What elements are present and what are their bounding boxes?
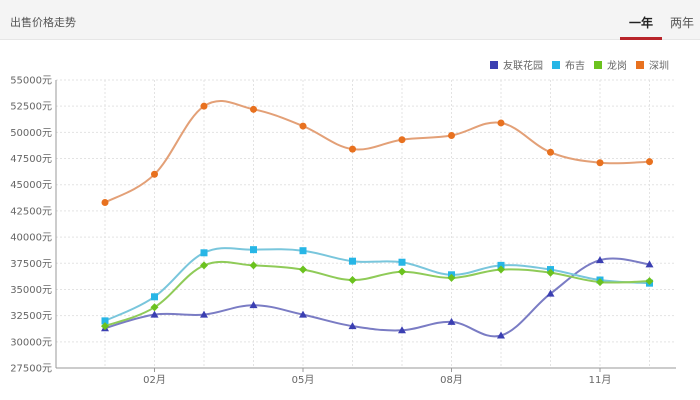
legend-item-longgang[interactable]: 龙岗 — [594, 57, 627, 72]
data-point-youlian[interactable] — [596, 256, 604, 264]
legend-swatch-shenzhen — [636, 60, 644, 69]
data-point-youlian[interactable] — [200, 310, 208, 318]
data-point-buji[interactable] — [250, 246, 257, 254]
x-tick-label: 02月 — [143, 374, 166, 386]
data-point-longgang[interactable] — [497, 265, 505, 274]
active-tab-indicator — [620, 37, 662, 40]
legend-swatch-youlian — [490, 60, 498, 69]
y-tick-label: 40000元 — [10, 233, 52, 244]
data-point-youlian[interactable] — [249, 301, 258, 309]
data-point-buji[interactable] — [200, 249, 208, 257]
data-point-youlian[interactable] — [497, 331, 505, 339]
data-point-buji[interactable] — [349, 257, 356, 265]
chart-legend: 友联花园 布吉 龙岗 深圳 — [490, 57, 678, 72]
data-point-shenzhen[interactable] — [101, 199, 109, 207]
series-longgang — [101, 260, 654, 331]
data-point-youlian[interactable] — [348, 322, 357, 330]
axis-layer: 27500元 30000元 32500元 35000元 37500元 40000元 4250… — [10, 76, 676, 386]
data-point-buji[interactable] — [101, 317, 109, 325]
series-line-youlian — [104, 257, 650, 338]
data-point-buji[interactable] — [497, 261, 505, 269]
x-tick-label: 11月 — [589, 374, 612, 386]
data-point-longgang[interactable] — [447, 273, 456, 282]
grid-layer — [56, 79, 676, 368]
data-point-shenzhen[interactable] — [646, 158, 653, 166]
legend-swatch-buji — [552, 60, 560, 69]
y-tick-label: 45000元 — [10, 180, 52, 191]
legend-label-shenzhen: 深圳 — [649, 61, 669, 72]
legend-item-buji[interactable]: 布吉 — [552, 57, 585, 72]
data-point-longgang[interactable] — [645, 277, 654, 286]
y-tick-label: 27500元 — [10, 364, 52, 375]
data-point-youlian[interactable] — [299, 310, 307, 318]
data-point-buji[interactable] — [398, 258, 406, 266]
series-line-shenzhen — [104, 100, 650, 204]
data-point-shenzhen[interactable] — [497, 119, 505, 127]
legend-swatch-longgang — [594, 60, 602, 69]
data-point-longgang[interactable] — [101, 322, 109, 331]
data-point-youlian[interactable] — [447, 317, 456, 325]
y-tick-label: 32500元 — [10, 311, 52, 322]
legend-label-youlian: 友联花园 — [503, 61, 543, 72]
data-point-youlian[interactable] — [645, 260, 654, 268]
tab-one-year[interactable]: 一年 — [629, 16, 654, 30]
tab-two-years[interactable]: 两年 — [670, 16, 695, 30]
data-point-shenzhen[interactable] — [398, 136, 406, 144]
data-point-youlian[interactable] — [150, 310, 159, 318]
data-point-shenzhen[interactable] — [250, 105, 257, 113]
data-point-longgang[interactable] — [150, 303, 159, 312]
y-tick-label: 52500元 — [10, 102, 52, 113]
data-point-shenzhen[interactable] — [200, 102, 208, 110]
y-tick-label: 50000元 — [10, 128, 52, 139]
data-point-longgang[interactable] — [299, 265, 307, 274]
x-tick-label: 08月 — [440, 374, 463, 386]
data-point-longgang[interactable] — [249, 261, 258, 270]
data-point-shenzhen[interactable] — [151, 170, 158, 178]
y-tick-label: 37500元 — [10, 259, 52, 270]
section-title: 出售价格走势 — [10, 16, 76, 29]
x-tick-label: 05月 — [292, 374, 315, 386]
y-tick-label: 55000元 — [10, 76, 52, 87]
data-point-shenzhen[interactable] — [547, 148, 554, 156]
data-point-longgang[interactable] — [200, 261, 208, 270]
legend-item-youlian[interactable]: 友联花园 — [490, 57, 543, 72]
series-buji — [101, 246, 653, 325]
data-point-shenzhen[interactable] — [299, 122, 307, 130]
y-tick-label: 47500元 — [10, 154, 52, 165]
data-point-youlian[interactable] — [546, 289, 555, 297]
data-point-buji[interactable] — [151, 293, 158, 301]
data-point-longgang[interactable] — [348, 276, 357, 285]
y-tick-label: 42500元 — [10, 206, 52, 217]
data-point-longgang[interactable] — [546, 268, 555, 277]
y-tick-label: 30000元 — [10, 337, 52, 348]
data-point-longgang[interactable] — [596, 278, 604, 287]
page-header: 出售价格走势 一年 两年 — [0, 0, 700, 40]
series-line-longgang — [104, 260, 650, 328]
y-tick-label: 35000元 — [10, 285, 52, 296]
data-point-shenzhen[interactable] — [448, 132, 455, 140]
data-point-shenzhen[interactable] — [596, 159, 604, 167]
data-point-shenzhen[interactable] — [349, 145, 356, 153]
series-shenzhen — [101, 100, 653, 207]
series-layer — [101, 100, 654, 339]
data-point-longgang[interactable] — [398, 267, 406, 276]
legend-label-buji: 布吉 — [565, 61, 585, 72]
data-point-youlian[interactable] — [398, 326, 406, 334]
series-line-buji — [104, 247, 650, 322]
legend-label-longgang: 龙岗 — [607, 61, 627, 72]
legend-item-shenzhen[interactable]: 深圳 — [636, 57, 669, 72]
data-point-buji[interactable] — [299, 247, 307, 255]
